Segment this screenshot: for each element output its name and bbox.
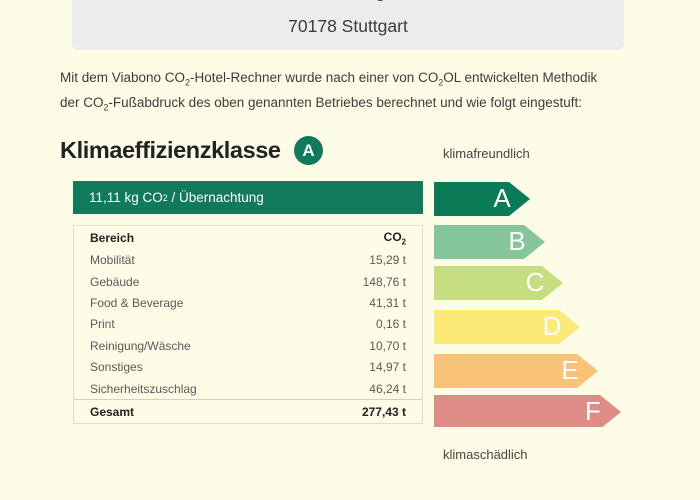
svg-text:F: F [585, 396, 601, 426]
svg-text:B: B [508, 226, 525, 256]
svg-text:A: A [493, 183, 511, 213]
svg-text:D: D [543, 311, 562, 341]
svg-text:C: C [526, 267, 545, 297]
svg-text:E: E [561, 355, 578, 385]
